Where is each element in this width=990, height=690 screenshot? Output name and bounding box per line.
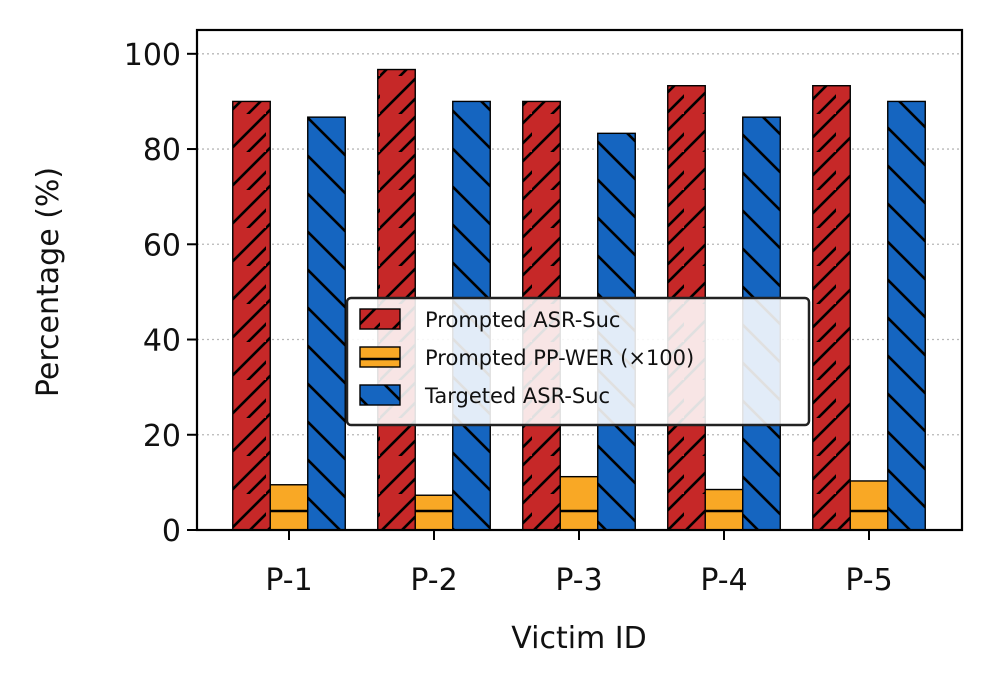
axes: 0 20 40 60 80 100 P-1 P-2 P-3 P-4 P-5 xyxy=(124,28,964,598)
y-tick-label: 100 xyxy=(124,38,181,73)
bar-hatch xyxy=(812,85,851,531)
y-axis-title: Percentage (%) xyxy=(31,167,66,397)
y-tick-label: 80 xyxy=(143,133,181,168)
bar-hatch xyxy=(307,116,346,531)
y-tick-label: 0 xyxy=(162,514,181,549)
x-tick-label: P-2 xyxy=(410,563,457,598)
legend: Prompted ASR-Suc Prompted PP-WER (×100) Ta… xyxy=(345,296,811,427)
bar-hatch xyxy=(887,100,926,531)
legend-label: Prompted PP-WER (×100) xyxy=(425,346,694,370)
legend-swatch-hatch xyxy=(359,346,401,368)
bar-hatch xyxy=(704,488,744,531)
x-tick-label: P-5 xyxy=(845,563,892,598)
x-tick-label: P-4 xyxy=(700,563,747,598)
bar-hatch xyxy=(269,484,309,531)
bar-hatch xyxy=(232,100,271,531)
legend-swatch-hatch xyxy=(359,384,401,406)
bar-hatch xyxy=(559,475,599,531)
x-tick-label: P-1 xyxy=(265,563,312,598)
x-axis-title: Victim ID xyxy=(511,621,647,656)
legend-label: Prompted ASR-Suc xyxy=(425,308,620,332)
bar-hatch xyxy=(414,494,454,531)
bar-hatch xyxy=(849,480,889,531)
x-tick-label: P-3 xyxy=(555,563,602,598)
legend-label: Targeted ASR-Suc xyxy=(424,384,610,408)
y-tick-label: 40 xyxy=(143,324,181,359)
y-tick-label: 20 xyxy=(143,419,181,454)
y-tick-label: 60 xyxy=(143,228,181,263)
legend-swatch-hatch xyxy=(359,308,401,330)
legend-frame xyxy=(345,296,811,427)
